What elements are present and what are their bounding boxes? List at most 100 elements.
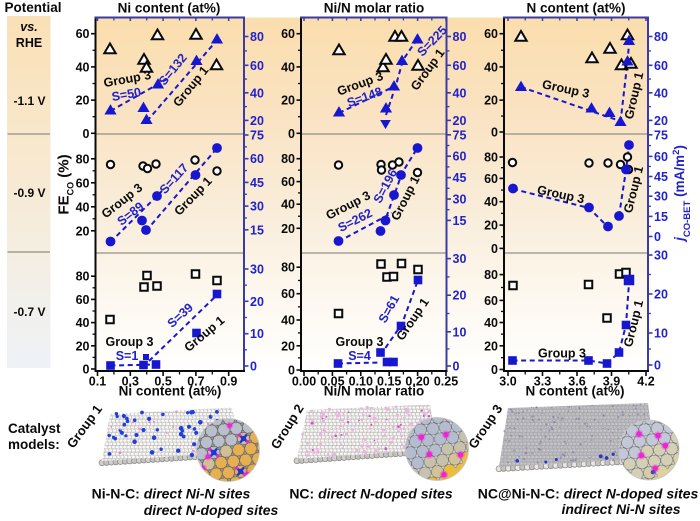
svg-text:N content (at%): N content (at%) [526,384,625,399]
svg-text:3.6: 3.6 [568,375,585,389]
svg-text:60: 60 [250,152,264,166]
svg-text:3.9: 3.9 [603,375,620,389]
svg-text:60: 60 [484,172,498,186]
svg-text:40: 40 [76,316,90,330]
svg-text:10: 10 [250,327,264,341]
svg-text:Group 3: Group 3 [106,335,154,349]
svg-text:-0.7 V: -0.7 V [13,305,45,319]
svg-text:20: 20 [281,339,295,353]
svg-text:15: 15 [250,223,264,237]
svg-text:80: 80 [281,261,295,275]
svg-text:40: 40 [76,60,90,74]
svg-text:40: 40 [484,195,498,209]
svg-text:N content (at%): N content (at%) [527,1,626,16]
svg-text:0.7: 0.7 [187,375,204,389]
svg-text:0: 0 [288,364,295,378]
svg-text:Ni content (at%): Ni content (at%) [119,384,222,399]
svg-text:80: 80 [76,152,90,166]
svg-text:4.2: 4.2 [637,375,654,389]
svg-text:60: 60 [453,59,467,73]
svg-text:20: 20 [250,114,264,128]
svg-text:direct N-doped sites: direct N-doped sites [144,502,279,518]
svg-text:0: 0 [250,360,257,374]
svg-text:80: 80 [453,30,467,44]
svg-text:60: 60 [281,287,295,301]
svg-text:Ni/N molar ratio: Ni/N molar ratio [324,1,425,16]
svg-text:0: 0 [453,360,460,374]
svg-text:60: 60 [654,150,668,164]
svg-text:80: 80 [654,30,668,44]
svg-text:Ni-N-C: direct Ni-N sites: Ni-N-C: direct Ni-N sites [92,486,251,502]
svg-text:0: 0 [491,242,498,256]
svg-text:80: 80 [484,268,498,282]
svg-text:0.00: 0.00 [292,375,316,389]
svg-text:80: 80 [250,30,264,44]
svg-text:20: 20 [76,94,90,108]
svg-text:45: 45 [250,176,264,190]
svg-text:Catalyst: Catalyst [8,421,61,436]
svg-text:60: 60 [484,27,498,41]
svg-text:-0.9 V: -0.9 V [13,186,45,200]
svg-text:0.9: 0.9 [220,375,237,389]
svg-text:40: 40 [281,60,295,74]
svg-text:NC: direct N-doped sites: NC: direct N-doped sites [289,486,453,502]
svg-text:0: 0 [83,363,90,377]
svg-text:0: 0 [654,230,661,244]
svg-text:0: 0 [288,127,295,141]
svg-text:30: 30 [654,249,668,263]
svg-text:0: 0 [491,126,498,140]
svg-text:models:: models: [8,437,60,452]
svg-text:3.3: 3.3 [534,375,551,389]
svg-text:75: 75 [453,128,467,142]
svg-text:20: 20 [484,339,498,353]
svg-text:0.10: 0.10 [349,375,373,389]
svg-text:Group 3: Group 3 [336,335,384,349]
svg-text:indirect Ni-N sites: indirect Ni-N sites [561,501,680,517]
svg-text:20: 20 [76,339,90,353]
svg-text:60: 60 [484,294,498,308]
svg-text:60: 60 [76,176,90,190]
svg-text:0.3: 0.3 [122,375,139,389]
svg-text:3.0: 3.0 [499,375,516,389]
svg-text:0: 0 [83,127,90,141]
svg-text:60: 60 [654,59,668,73]
svg-text:60: 60 [76,27,90,41]
svg-text:40: 40 [281,198,295,212]
svg-text:0.1: 0.1 [89,375,106,389]
svg-text:0: 0 [654,359,661,373]
svg-text:30: 30 [453,193,467,207]
svg-text:15: 15 [654,210,668,224]
svg-text:30: 30 [654,190,668,204]
svg-text:Ni content (at%): Ni content (at%) [118,1,221,16]
svg-text:10: 10 [654,327,668,341]
svg-text:40: 40 [76,200,90,214]
svg-text:0: 0 [491,363,498,377]
svg-text:10: 10 [453,325,467,339]
svg-text:15: 15 [453,214,467,228]
svg-text:30: 30 [250,200,264,214]
svg-text:40: 40 [281,314,295,328]
svg-text:0.20: 0.20 [405,375,429,389]
svg-text:Ni/N molar ratio: Ni/N molar ratio [324,384,425,399]
svg-text:S=1: S=1 [116,349,139,363]
svg-text:80: 80 [76,270,90,284]
svg-text:-1.1 V: -1.1 V [13,94,45,108]
svg-text:0.5: 0.5 [154,375,171,389]
svg-text:0.25: 0.25 [434,375,458,389]
svg-text:60: 60 [76,293,90,307]
svg-text:45: 45 [654,170,668,184]
svg-text:20: 20 [281,94,295,108]
svg-text:NC@Ni-N-C: direct N-doped site: NC@Ni-N-C: direct N-doped sites [478,486,699,502]
svg-text:80: 80 [281,152,295,166]
svg-text:0.05: 0.05 [320,375,344,389]
svg-text:75: 75 [654,128,668,142]
svg-text:40: 40 [453,86,467,100]
svg-text:60: 60 [453,150,467,164]
svg-text:80: 80 [484,151,498,165]
svg-text:40: 40 [654,86,668,100]
svg-text:30: 30 [453,252,467,266]
svg-text:0.15: 0.15 [377,375,401,389]
svg-text:60: 60 [281,175,295,189]
svg-text:20: 20 [76,224,90,238]
svg-text:S=4: S=4 [348,349,371,363]
